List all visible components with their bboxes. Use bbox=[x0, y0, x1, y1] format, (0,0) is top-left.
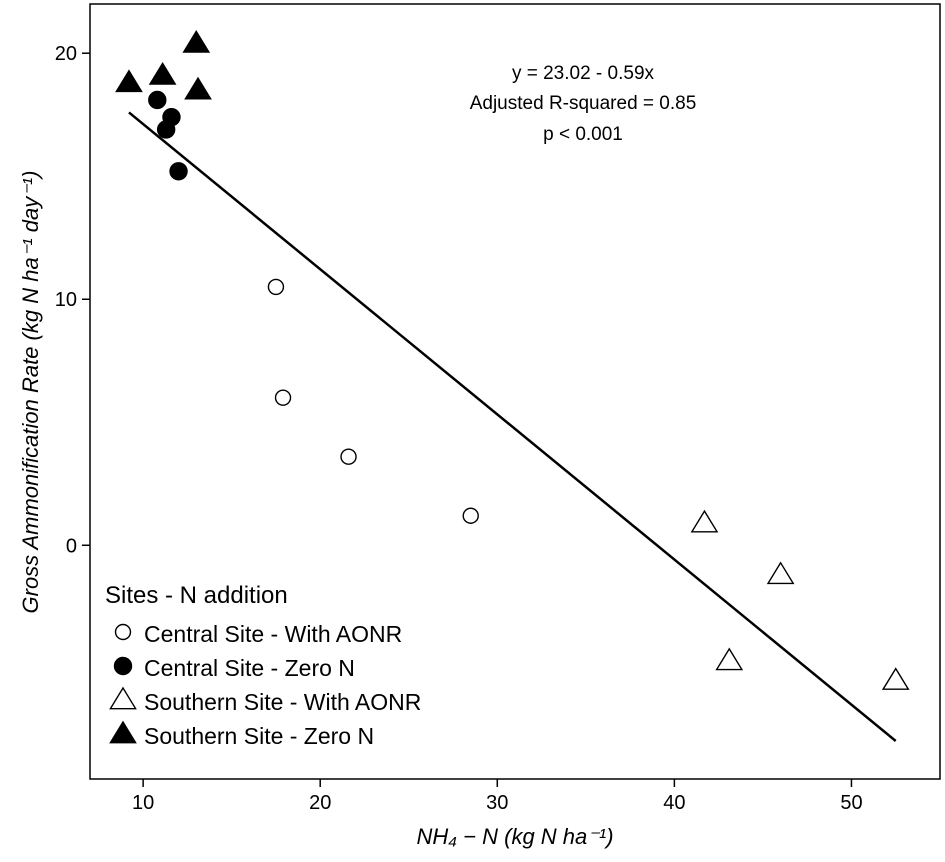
data-point bbox=[169, 162, 188, 181]
data-point bbox=[267, 278, 285, 296]
legend-label: Southern Site - Zero N bbox=[144, 723, 374, 749]
data-point bbox=[274, 389, 292, 406]
y-tick-label: 0 bbox=[66, 535, 77, 557]
data-point bbox=[340, 448, 357, 465]
data-point bbox=[148, 62, 177, 85]
legend-label: Southern Site - With AONR bbox=[144, 689, 421, 715]
legend: Sites - N addition Central Site - With A… bbox=[105, 582, 421, 749]
data-point bbox=[184, 76, 212, 100]
x-axis-label: NH₄ − N (kg N ha⁻¹) bbox=[416, 824, 613, 849]
legend-label: Central Site - With AONR bbox=[144, 621, 402, 647]
data-point bbox=[715, 647, 744, 671]
y-tick-label: 20 bbox=[55, 43, 77, 65]
legend-marker bbox=[114, 623, 132, 641]
data-point bbox=[115, 69, 143, 93]
y-axis-label: Gross Ammonification Rate (kg N ha⁻¹ day… bbox=[18, 171, 43, 614]
annotation-p-value: p < 0.001 bbox=[543, 124, 623, 145]
data-point bbox=[690, 509, 719, 533]
data-point bbox=[462, 507, 479, 524]
plot-frame bbox=[89, 3, 941, 780]
data-point bbox=[148, 90, 167, 110]
data-point bbox=[766, 561, 795, 585]
data-point bbox=[881, 667, 910, 690]
fit-line bbox=[128, 111, 897, 742]
y-axis-ticks: 0 10 20 bbox=[55, 43, 90, 557]
data-points bbox=[115, 30, 910, 690]
x-tick-label: 10 bbox=[132, 792, 154, 814]
annotation-equation: y = 23.02 - 0.59x bbox=[512, 63, 655, 84]
x-tick-label: 20 bbox=[309, 792, 331, 814]
legend-marker bbox=[109, 686, 137, 710]
legend-marker bbox=[113, 656, 133, 676]
legend-marker bbox=[109, 720, 137, 744]
regression-line bbox=[128, 111, 897, 742]
x-tick-label: 40 bbox=[663, 792, 685, 814]
x-tick-label: 50 bbox=[840, 792, 862, 814]
legend-title: Sites - N addition bbox=[105, 582, 288, 609]
annotation-r-squared: Adjusted R-squared = 0.85 bbox=[470, 93, 697, 114]
y-tick-label: 10 bbox=[55, 289, 77, 311]
legend-label: Central Site - Zero N bbox=[144, 655, 355, 681]
data-point bbox=[156, 120, 176, 139]
data-point bbox=[182, 30, 211, 53]
x-axis-ticks: 10 20 30 40 50 bbox=[132, 779, 863, 814]
x-tick-label: 30 bbox=[486, 792, 508, 814]
